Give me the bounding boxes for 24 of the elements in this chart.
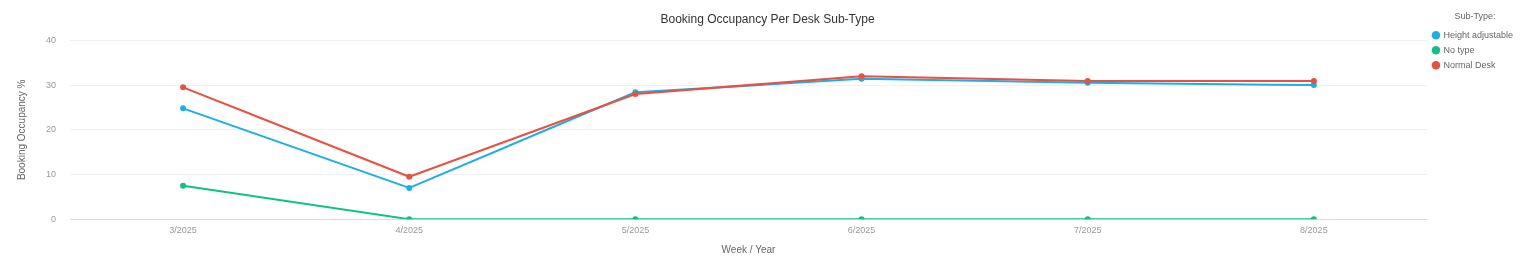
x-tick-label: 4/2025 (395, 225, 424, 236)
point (406, 173, 413, 180)
legend-label: No type (1443, 44, 1475, 55)
x-tick-label: 7/2025 (1073, 225, 1102, 236)
y-tick-label: 40 (46, 34, 57, 45)
legend-label: Normal Desk (1443, 59, 1496, 70)
point (180, 84, 187, 91)
point (406, 184, 413, 191)
x-tick-label: 6/2025 (847, 225, 876, 236)
y-axis-title: Booking Occupancy % (15, 79, 27, 181)
point (1310, 78, 1317, 85)
y-tick-label: 0 (51, 213, 57, 224)
x-axis-title: Week / Year (721, 243, 777, 255)
point (180, 182, 187, 189)
y-tick-label: 10 (46, 168, 57, 179)
chart-title: Booking Occupancy Per Desk Sub-Type (660, 11, 875, 26)
x-tick-label: 3/2025 (169, 225, 197, 236)
legend-title: Sub-Type: (1454, 10, 1496, 21)
x-tick-label: 8/2025 (1300, 225, 1328, 236)
x-tick-label: 5/2025 (621, 225, 650, 236)
point (180, 105, 187, 112)
legend-label: Height adjustable (1443, 29, 1514, 40)
y-tick-label: 20 (46, 124, 57, 135)
y-tick-label: 30 (46, 79, 57, 90)
